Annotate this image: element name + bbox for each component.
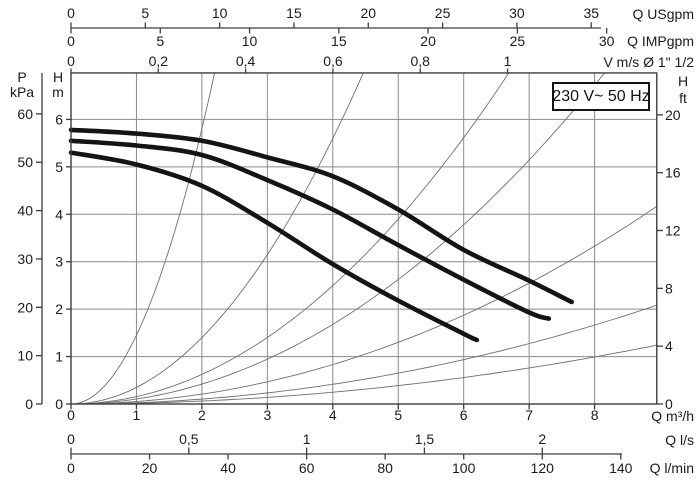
plot-frame <box>70 72 658 405</box>
tick-label: 0,2 <box>149 53 169 69</box>
tick-label: 0,5 <box>179 431 199 447</box>
pump-curves <box>68 127 574 343</box>
tick-label: 0,4 <box>236 53 256 69</box>
tick-label: 5 <box>394 407 402 423</box>
axis-title-usgpm: Q USgpm <box>632 6 694 22</box>
tick-label: 15 <box>286 5 302 21</box>
tick-label: 1 <box>504 53 512 69</box>
tick-label: 100 <box>452 460 476 476</box>
tick-label: 8 <box>591 407 599 423</box>
tick-label: 1 <box>55 349 63 365</box>
tick-label: 0 <box>67 33 75 49</box>
tick-label: 2 <box>55 301 63 317</box>
tick-label: 30 <box>599 33 615 49</box>
tick-label: 80 <box>377 460 393 476</box>
tick-label: 6 <box>55 111 63 127</box>
gridlines <box>71 72 657 404</box>
axis-title-head-ft-unit: ft <box>679 90 687 106</box>
pipe-loss-curve-3 <box>70 72 510 405</box>
tick-label: 5 <box>55 159 63 175</box>
tick-label: 0 <box>67 407 75 423</box>
tick-label: 2 <box>198 407 206 423</box>
tick-label: 16 <box>665 165 681 181</box>
tick-label: 4 <box>55 206 63 222</box>
tick-label: 10 <box>242 33 258 49</box>
tick-label: 3 <box>263 407 271 423</box>
axis-title-velocity: V m/s Ø 1" 1/2 <box>603 54 694 70</box>
axis-title-ls: Q l/s <box>665 432 694 448</box>
tick-label: 5 <box>141 5 149 21</box>
tick-label: 60 <box>17 106 33 122</box>
tick-label: 0 <box>665 396 673 412</box>
tick-label: 3 <box>55 254 63 270</box>
tick-label: 1,5 <box>415 431 435 447</box>
pump-curve-speed-3 <box>68 127 574 305</box>
pipe-loss-curve-1 <box>70 72 216 405</box>
axis-title-head-ft-letter: H <box>677 73 689 89</box>
tick-label: 35 <box>583 5 599 21</box>
tick-label: 12 <box>665 223 681 239</box>
tick-label: 5 <box>156 33 164 49</box>
tick-label: 4 <box>665 338 673 354</box>
pipe-loss-curve-6 <box>70 304 657 405</box>
tick-label: 30 <box>17 251 33 267</box>
tick-label: 2 <box>538 431 546 447</box>
tick-label: 0 <box>55 396 63 412</box>
tick-label: 0 <box>67 431 75 447</box>
tick-label: 30 <box>509 5 525 21</box>
tick-label: 10 <box>17 348 33 364</box>
tick-label: 60 <box>299 460 315 476</box>
tick-label: 0 <box>67 53 75 69</box>
axis-title-pressure-letter: P <box>17 69 27 85</box>
tick-label: 40 <box>17 203 33 219</box>
axis-title-impgpm: Q IMPgpm <box>627 33 694 49</box>
tick-label: 20 <box>360 5 376 21</box>
tick-label: 0 <box>67 460 75 476</box>
pipe-loss-curve-4 <box>70 72 605 405</box>
axis-title-head-unit: m <box>52 84 64 100</box>
pump-curve-speed-1 <box>68 150 480 343</box>
axis-title-m3h: Q m³/h <box>651 408 694 424</box>
tick-label: 20 <box>665 107 681 123</box>
tick-label: 1 <box>133 407 141 423</box>
axis-title-head-letter: H <box>52 69 64 85</box>
tick-label: 0 <box>67 5 75 21</box>
top-scales: 0 5 10 15 20 25 30 350 5 10 15 20 25 300 0,2 0,4 0,6 0,8 1 <box>67 5 615 73</box>
tick-label: 0,6 <box>323 53 343 69</box>
tick-label: 20 <box>420 33 436 49</box>
tick-label: 140 <box>609 460 633 476</box>
tick-label: 0 <box>25 396 33 412</box>
tick-label: 50 <box>17 154 33 170</box>
tick-label: 25 <box>435 5 451 21</box>
plot-border <box>70 72 658 405</box>
tick-label: 20 <box>17 299 33 315</box>
right-scale: 20 16 12 8 4 0 <box>656 107 681 412</box>
voltage-frequency-badge: 230 V~ 50 Hz <box>552 82 650 111</box>
tick-label: 15 <box>331 33 347 49</box>
axis-title-pressure-unit: kPa <box>9 84 35 100</box>
tick-label: 0,8 <box>411 53 431 69</box>
tick-label: 8 <box>665 280 673 296</box>
tick-label: 40 <box>220 460 236 476</box>
axis-title-lmin: Q l/min <box>649 460 694 476</box>
pipe-loss-curve-2 <box>70 72 364 405</box>
pipe-loss-curves <box>70 72 658 405</box>
tick-label: 120 <box>531 460 555 476</box>
pipe-loss-curve-5 <box>70 206 658 405</box>
pump-curve-speed-2 <box>68 138 552 321</box>
tick-label: 7 <box>525 407 533 423</box>
tick-label: 1 <box>303 431 311 447</box>
pipe-loss-curve-7 <box>70 344 657 405</box>
tick-label: 10 <box>212 5 228 21</box>
tick-label: 25 <box>510 33 526 49</box>
tick-label: 6 <box>460 407 468 423</box>
tick-label: 4 <box>329 407 337 423</box>
tick-label: 20 <box>142 460 158 476</box>
bottom-scales: 0 1 2 3 4 5 6 7 80 0,5 1 1,5 20 20 40 60 80 100 120 140 <box>67 404 633 476</box>
